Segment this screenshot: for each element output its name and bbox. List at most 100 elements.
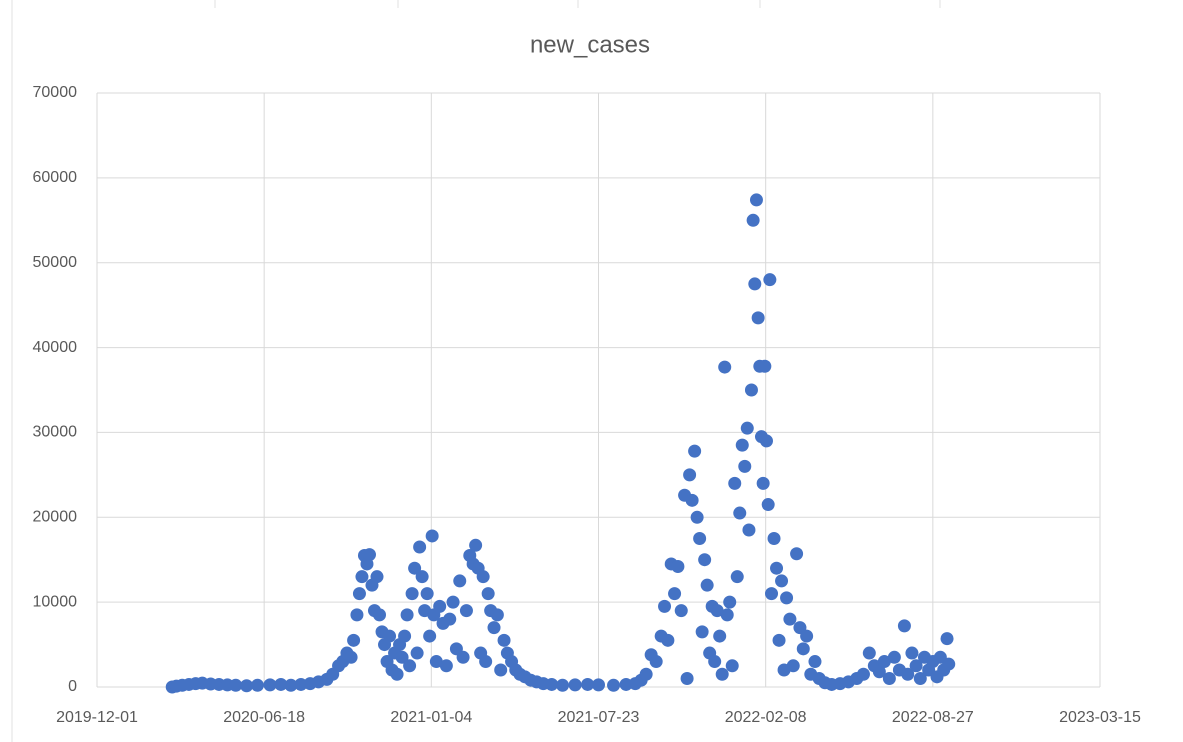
- data-point: [772, 633, 786, 647]
- data-point: [344, 650, 358, 664]
- data-point: [403, 659, 417, 673]
- data-point: [715, 667, 729, 681]
- data-point: [556, 678, 570, 692]
- data-point: [790, 547, 804, 561]
- data-point: [685, 493, 699, 507]
- data-point: [284, 678, 298, 692]
- data-point: [695, 625, 709, 639]
- data-point: [688, 444, 702, 458]
- data-point: [775, 574, 789, 588]
- y-tick-label: 50000: [33, 254, 78, 271]
- data-point: [453, 574, 467, 588]
- y-tick-label: 0: [68, 678, 77, 695]
- data-point: [362, 548, 376, 562]
- data-point: [887, 650, 901, 664]
- data-point: [490, 608, 504, 622]
- data-point: [735, 438, 749, 452]
- data-point: [718, 360, 732, 374]
- data-point: [250, 678, 264, 692]
- data-point: [783, 612, 797, 626]
- data-point: [856, 667, 870, 681]
- y-tick-label: 40000: [33, 339, 78, 356]
- data-point: [710, 604, 724, 618]
- data-point: [905, 646, 919, 660]
- data-point: [796, 642, 810, 656]
- data-point: [479, 655, 493, 669]
- data-point: [423, 629, 437, 643]
- data-point: [671, 560, 685, 574]
- data-point: [708, 655, 722, 669]
- data-point: [456, 650, 470, 664]
- data-point: [481, 587, 495, 601]
- data-point: [940, 632, 954, 646]
- x-tick-label: 2019-12-01: [56, 709, 138, 726]
- data-point: [568, 678, 582, 692]
- y-tick-label: 20000: [33, 509, 78, 526]
- data-point: [767, 532, 781, 545]
- data-point: [352, 587, 366, 601]
- data-point: [592, 678, 605, 692]
- data-point: [370, 570, 384, 584]
- data-point: [744, 383, 758, 397]
- data-point: [786, 659, 800, 673]
- data-point: [439, 659, 453, 673]
- data-point: [545, 677, 559, 691]
- data-point: [862, 646, 876, 660]
- data-point: [683, 468, 697, 482]
- data-point: [877, 655, 891, 669]
- y-tick-label: 30000: [33, 424, 78, 441]
- data-point: [693, 532, 707, 545]
- data-point: [913, 672, 927, 686]
- data-point: [800, 629, 814, 643]
- data-point: [725, 659, 739, 673]
- data-point: [763, 273, 777, 287]
- data-point: [770, 561, 784, 575]
- data-point: [469, 538, 483, 552]
- data-point: [395, 650, 409, 664]
- data-point: [425, 529, 439, 543]
- data-point: [742, 523, 756, 537]
- data-point: [668, 587, 682, 601]
- data-point: [728, 476, 742, 490]
- data-point: [738, 459, 752, 473]
- data-point: [746, 213, 760, 227]
- data-point: [698, 553, 712, 567]
- data-point: [751, 311, 765, 325]
- data-point: [263, 678, 277, 692]
- data-point: [740, 421, 754, 435]
- data-point: [443, 612, 457, 626]
- data-point: [429, 655, 443, 669]
- chart-title: new_cases: [530, 31, 650, 58]
- data-point: [408, 561, 422, 575]
- x-tick-label: 2021-01-04: [390, 709, 472, 726]
- data-point: [723, 595, 737, 609]
- data-point: [901, 667, 915, 681]
- data-point: [420, 587, 434, 601]
- data-point: [808, 655, 822, 669]
- data-point: [756, 476, 770, 490]
- data-point: [373, 608, 387, 622]
- x-tick-label: 2023-03-15: [1059, 709, 1141, 726]
- data-point: [761, 498, 775, 512]
- data-point: [733, 506, 747, 520]
- data-point: [909, 659, 923, 673]
- x-tick-label: 2021-07-23: [558, 709, 640, 726]
- data-point: [459, 604, 473, 618]
- data-point: [497, 633, 511, 647]
- data-point: [415, 570, 429, 584]
- data-point: [749, 193, 763, 207]
- data-point: [942, 657, 956, 671]
- data-point: [674, 604, 688, 618]
- data-point: [350, 608, 364, 622]
- data-point: [274, 677, 288, 691]
- data-point: [355, 570, 369, 584]
- data-point: [494, 663, 508, 677]
- y-tick-label: 60000: [33, 169, 78, 186]
- data-point: [405, 587, 419, 601]
- data-point: [765, 587, 779, 601]
- data-point: [433, 599, 447, 613]
- data-point: [720, 608, 734, 622]
- data-point: [730, 570, 744, 584]
- data-point: [398, 629, 412, 643]
- y-tick-label: 10000: [33, 593, 78, 610]
